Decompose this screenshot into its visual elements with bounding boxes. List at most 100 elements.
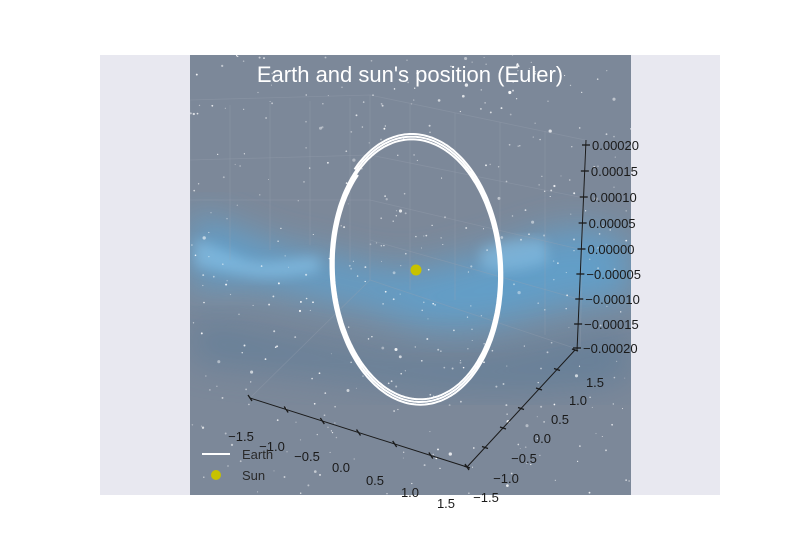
star xyxy=(407,81,409,84)
star xyxy=(537,381,539,384)
star xyxy=(437,348,440,351)
star xyxy=(286,451,288,453)
star xyxy=(612,403,614,405)
star xyxy=(226,217,228,220)
star xyxy=(581,91,583,94)
star xyxy=(208,231,210,234)
star xyxy=(330,430,333,432)
star xyxy=(299,439,302,441)
star xyxy=(602,225,604,227)
star xyxy=(480,89,483,91)
star xyxy=(295,421,297,423)
star xyxy=(267,178,270,181)
star xyxy=(533,72,536,75)
x-tick-label: 1.5 xyxy=(437,496,455,511)
star xyxy=(386,493,388,495)
star xyxy=(318,126,323,130)
star xyxy=(210,212,212,214)
star xyxy=(221,64,224,68)
star xyxy=(268,303,271,306)
star xyxy=(284,255,286,257)
star xyxy=(406,71,408,74)
star xyxy=(252,304,254,306)
star xyxy=(431,224,433,227)
star xyxy=(242,60,245,62)
star xyxy=(398,355,402,359)
star xyxy=(265,117,268,119)
star xyxy=(201,426,205,429)
star xyxy=(448,452,452,456)
star xyxy=(606,70,608,72)
star xyxy=(364,266,367,269)
star xyxy=(450,65,452,68)
star xyxy=(566,294,568,297)
star xyxy=(239,460,242,463)
star xyxy=(597,246,599,248)
star xyxy=(421,309,423,312)
star xyxy=(380,260,383,263)
star xyxy=(508,143,511,146)
star xyxy=(515,98,518,100)
star xyxy=(536,416,538,418)
star xyxy=(404,252,407,255)
y-tick-label: −1.0 xyxy=(493,471,519,486)
star xyxy=(538,184,540,186)
star xyxy=(520,238,522,241)
star xyxy=(440,350,442,352)
star xyxy=(571,146,573,148)
legend-sun-swatch xyxy=(211,470,221,480)
star xyxy=(467,348,469,350)
star xyxy=(245,388,247,391)
axes-area xyxy=(190,55,631,495)
star xyxy=(565,307,567,310)
star xyxy=(324,56,327,59)
star xyxy=(385,198,388,201)
star xyxy=(200,425,202,427)
star xyxy=(399,293,401,295)
star xyxy=(485,164,487,167)
star xyxy=(192,322,195,324)
star xyxy=(362,101,365,103)
star xyxy=(573,238,575,241)
star xyxy=(621,408,624,410)
star xyxy=(471,328,473,331)
star xyxy=(500,107,503,110)
star xyxy=(509,113,512,116)
sun-marker xyxy=(410,264,422,276)
star xyxy=(208,256,210,258)
x-tick-label: −0.5 xyxy=(294,449,320,464)
star xyxy=(443,366,446,369)
star xyxy=(193,189,196,192)
star xyxy=(613,135,615,138)
star xyxy=(322,103,324,105)
star xyxy=(536,437,538,439)
star xyxy=(311,377,313,380)
star xyxy=(211,104,214,107)
star xyxy=(307,484,310,487)
star xyxy=(544,309,546,311)
z-axis: −0.00020 −0.00015 −0.00010 −0.00005 0.00000 0… xyxy=(573,138,641,356)
star xyxy=(224,432,227,435)
star xyxy=(202,274,205,277)
star xyxy=(257,491,259,493)
star xyxy=(589,396,591,398)
star xyxy=(238,313,240,316)
star xyxy=(465,227,468,229)
star xyxy=(323,414,326,417)
star xyxy=(543,421,545,423)
star xyxy=(530,463,532,466)
star xyxy=(234,163,236,166)
y-tick-mark xyxy=(463,465,471,469)
star xyxy=(459,360,462,362)
y-tick-label: −0.5 xyxy=(511,451,537,466)
star xyxy=(334,405,336,408)
star xyxy=(384,125,386,127)
star xyxy=(229,293,232,296)
star xyxy=(353,458,355,460)
star xyxy=(369,243,372,246)
star xyxy=(260,265,263,267)
star xyxy=(416,159,418,161)
star xyxy=(264,358,267,360)
star xyxy=(380,138,382,141)
star xyxy=(486,249,488,251)
